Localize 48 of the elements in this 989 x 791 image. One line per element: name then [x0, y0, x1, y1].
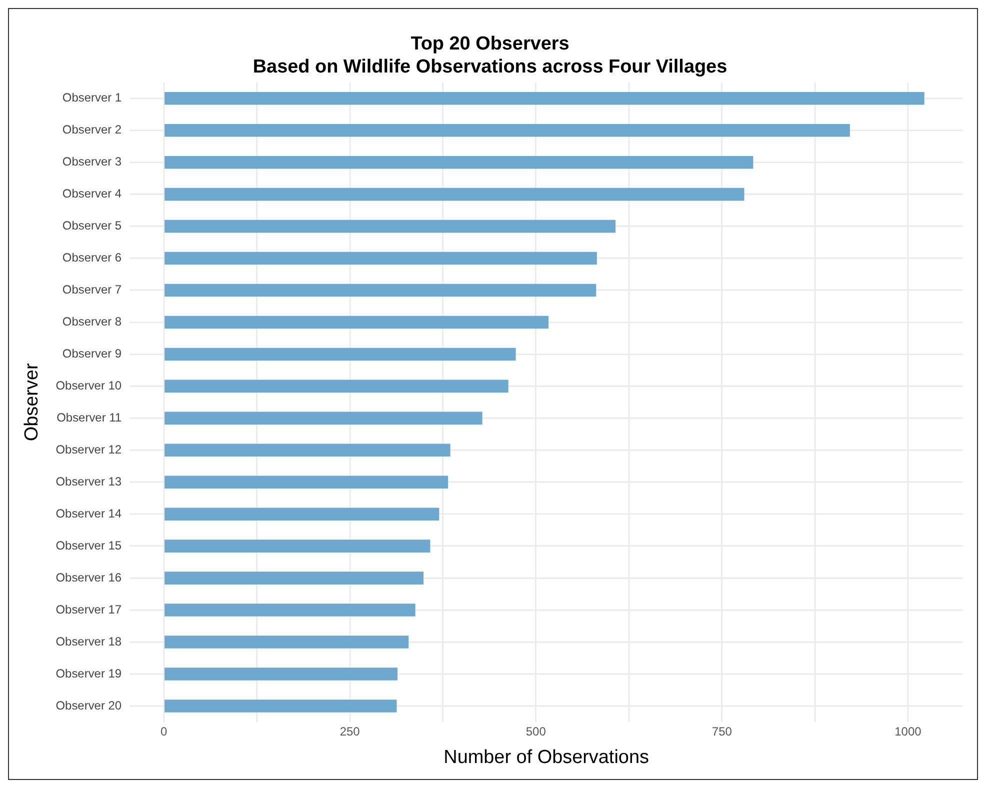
- y-tick-label: Observer 9: [62, 346, 122, 361]
- y-tick-label: Observer 15: [56, 538, 122, 552]
- y-tick-label: Observer 19: [56, 666, 122, 680]
- y-tick-label: Observer 20: [56, 698, 122, 712]
- x-axis-title: Number of Observations: [444, 746, 649, 768]
- x-tick-label: 250: [340, 724, 360, 738]
- y-tick-label: Observer 11: [56, 410, 122, 424]
- bar: [164, 700, 397, 712]
- x-tick-label: 0: [160, 724, 168, 738]
- bar: [164, 220, 616, 233]
- y-tick-label: Observer 10: [56, 378, 122, 392]
- x-tick-label: 1000: [894, 724, 922, 738]
- bar: [164, 316, 549, 329]
- y-tick-label: Observer 5: [62, 218, 122, 233]
- y-axis-title: Observer: [22, 363, 43, 442]
- bar: [164, 284, 596, 297]
- y-tick-label: Observer 7: [62, 282, 122, 297]
- bar: [164, 156, 754, 169]
- y-tick-label: Observer 12: [56, 442, 122, 456]
- x-tick-label: 750: [712, 724, 732, 738]
- bar: [164, 92, 924, 105]
- y-tick-label: Observer 1: [62, 90, 122, 105]
- bar: [164, 252, 597, 265]
- bar: [164, 540, 430, 552]
- y-tick-label: Observer 4: [62, 186, 122, 201]
- y-tick-label: Observer 13: [56, 474, 122, 488]
- x-tick-label: 500: [526, 724, 546, 738]
- bar: [164, 476, 448, 489]
- bar: [164, 188, 744, 201]
- bar: [164, 604, 416, 616]
- chart-title: Top 20 Observers Based on Wildlife Observations across Four Villages: [252, 34, 728, 78]
- y-tick-label: Observer 14: [56, 506, 122, 520]
- bar: [164, 380, 508, 393]
- bar: [164, 444, 450, 457]
- bar: [164, 572, 424, 584]
- y-tick-label: Observer 3: [62, 154, 122, 169]
- bar: [164, 508, 440, 520]
- y-tick-label: Observer 17: [56, 602, 122, 616]
- bar: [164, 668, 398, 680]
- bar: [164, 636, 409, 648]
- bar: [164, 124, 850, 137]
- y-tick-label: Observer 16: [56, 570, 122, 584]
- y-tick-label: Observer 8: [62, 314, 122, 329]
- y-tick-label: Observer 2: [62, 122, 122, 137]
- y-tick-label: Observer 6: [62, 250, 122, 265]
- bar: [164, 348, 516, 361]
- y-tick-label: Observer 18: [56, 634, 122, 648]
- bar: [164, 412, 482, 425]
